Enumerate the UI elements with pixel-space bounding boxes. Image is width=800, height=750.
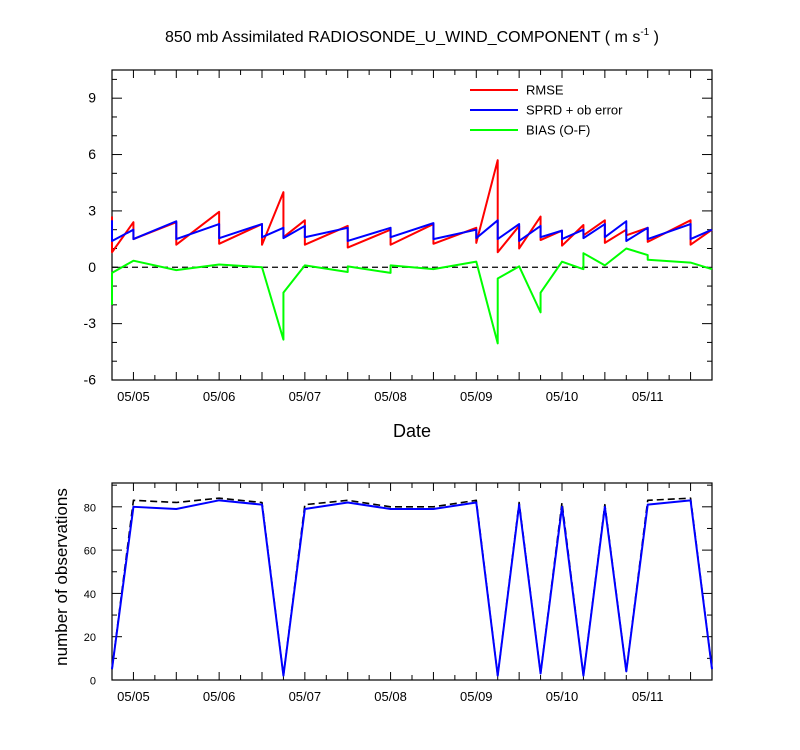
- y-tick-label: -3: [84, 315, 97, 331]
- series-line-number-of-observations-assimilated: [111, 499, 713, 677]
- y-tick-label: 40: [84, 589, 96, 601]
- y-tick-label: 80: [84, 502, 96, 514]
- x-tick-label: 05/10: [546, 389, 579, 404]
- legend-label: BIAS (O-F): [526, 123, 590, 138]
- x-tick-label: 05/10: [546, 689, 579, 704]
- x-tick-label: 05/11: [632, 389, 664, 404]
- x-axis-title: Date: [393, 421, 431, 441]
- y-tick-label: 20: [84, 632, 96, 644]
- chart-title: 850 mb Assimilated RADIOSONDE_U_WIND_COM…: [165, 27, 659, 46]
- legend-label: RMSE: [526, 83, 564, 98]
- x-tick-label: 05/05: [117, 689, 150, 704]
- series-line-bias-o-f: [111, 247, 713, 345]
- x-tick-label: 05/08: [374, 689, 407, 704]
- series-line-number-of-observations-possible: [111, 497, 713, 677]
- x-tick-label: 05/05: [117, 389, 150, 404]
- x-tick-label: 05/06: [203, 689, 236, 704]
- y-tick-label: 60: [84, 546, 96, 558]
- y-tick-label: 0: [90, 676, 96, 688]
- x-tick-label: 05/07: [289, 689, 322, 704]
- y-tick-label: 6: [88, 146, 96, 162]
- x-tick-label: 05/11: [632, 689, 664, 704]
- plot-frame: [111, 482, 713, 681]
- y-tick-label: -6: [84, 372, 97, 388]
- bottom-plot-area: 05/05 05/06 05/07 05/08 05/09 05/10 05/11 0 20 40…: [84, 482, 713, 704]
- series-line-rmse: [111, 159, 713, 254]
- top-plot-area: 05/05 05/06 05/07 05/08 05/09 05/10 05/11 -6 -3 0…: [84, 69, 713, 404]
- x-tick-label: 05/07: [289, 389, 322, 404]
- y-axis-title-observations: number of observations: [52, 488, 71, 666]
- y-tick-label: 3: [88, 202, 96, 218]
- x-tick-label: 05/09: [460, 689, 493, 704]
- y-tick-label: 9: [88, 90, 96, 106]
- x-tick-label: 05/09: [460, 389, 493, 404]
- legend-label: SPRD + ob error: [526, 103, 623, 118]
- x-tick-label: 05/06: [203, 389, 236, 404]
- y-tick-label: 0: [88, 259, 96, 275]
- series-line-sprd-ob-error: [111, 219, 713, 242]
- x-tick-label: 05/08: [374, 389, 407, 404]
